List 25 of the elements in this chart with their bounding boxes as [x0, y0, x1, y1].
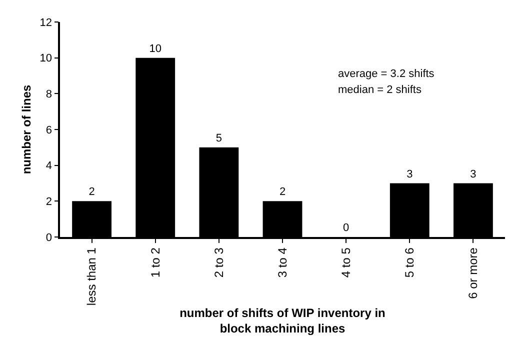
y-axis-title: number of lines: [20, 84, 34, 174]
data-label: 0: [343, 222, 350, 234]
x-tick-label: 5 to 6: [402, 247, 417, 278]
x-tick-label: less than 1: [84, 247, 99, 306]
x-tick-label: 1 to 2: [148, 247, 162, 278]
data-label: 3: [406, 168, 413, 180]
x-tick-label: 4 to 5: [338, 247, 353, 278]
data-label: 5: [216, 132, 222, 144]
annotation: median = 2 shifts: [338, 84, 422, 96]
x-tick-label: 6 or more: [466, 247, 480, 299]
data-label: 3: [470, 168, 476, 180]
y-tick-label: 0: [46, 232, 52, 244]
y-tick-label: 10: [40, 52, 52, 65]
data-label: 2: [88, 186, 95, 198]
data-label: 2: [279, 186, 286, 198]
y-tick-label: 6: [46, 124, 52, 136]
y-tick-label: 8: [46, 88, 52, 101]
x-tick-label: 3 to 4: [275, 247, 290, 278]
y-tick-label: 4: [46, 160, 52, 172]
data-label: 10: [149, 42, 162, 55]
y-tick-label: 2: [46, 196, 52, 208]
annotation: average = 3.2 shifts: [338, 68, 435, 80]
x-axis-title: number of shifts of WIP inventory in block machining lines: [180, 306, 386, 336]
x-tick-label: 2 to 3: [212, 247, 226, 278]
y-tick-label: 12: [40, 16, 52, 29]
